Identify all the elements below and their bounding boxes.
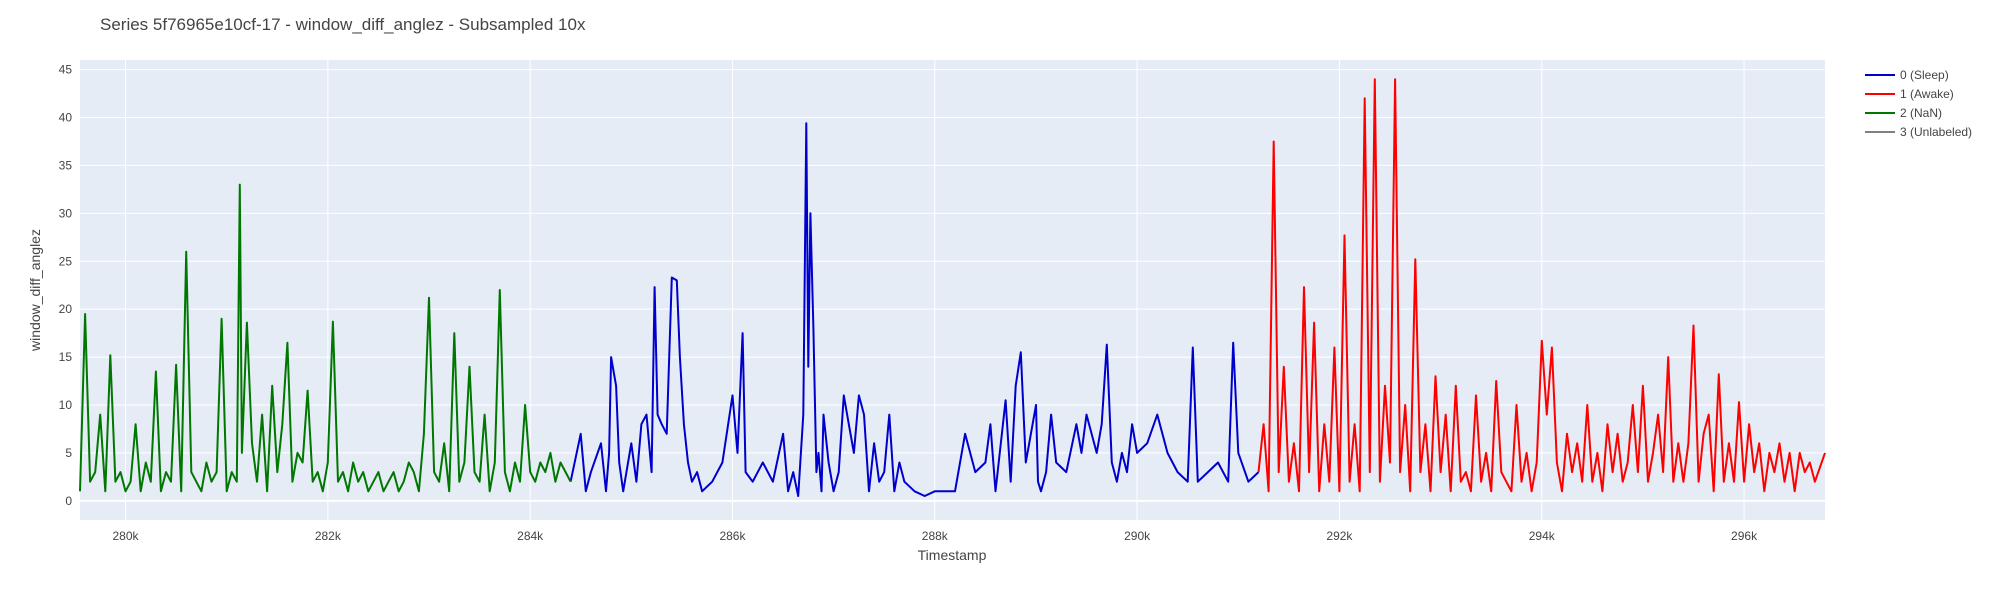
y-tick-label: 40 <box>59 111 73 125</box>
legend-item-0-sleep[interactable]: 0 (Sleep) <box>1865 68 1949 82</box>
plot-area[interactable] <box>80 60 1825 520</box>
series-line-0-sleep <box>569 122 1260 497</box>
legend-item-3-unlabeled[interactable]: 3 (Unlabeled) <box>1865 125 1972 139</box>
y-tick-label: 25 <box>59 254 73 268</box>
legend-item-1-awake[interactable]: 1 (Awake) <box>1865 87 1954 101</box>
y-tick-label: 20 <box>59 302 73 316</box>
series-lines <box>79 78 1826 497</box>
legend-item-2-nan[interactable]: 2 (NaN) <box>1865 106 1942 120</box>
x-tick-label: 284k <box>517 529 544 543</box>
y-tick-label: 10 <box>59 398 73 412</box>
series-line-2-nan <box>79 183 572 493</box>
x-tick-label: 280k <box>113 529 140 543</box>
legend: 0 (Sleep) 1 (Awake) 2 (NaN) 3 (Unlabeled) <box>1865 68 1972 139</box>
series-line-1-awake <box>1257 78 1826 493</box>
legend-label: 3 (Unlabeled) <box>1900 125 1972 139</box>
x-tick-label: 288k <box>922 529 949 543</box>
legend-label: 0 (Sleep) <box>1900 68 1949 82</box>
x-axis-title: Timestamp <box>918 547 987 563</box>
y-tick-label: 5 <box>65 446 72 460</box>
y-axis-ticks: 0 5 10 15 20 25 30 35 40 45 <box>59 63 73 508</box>
y-tick-label: 30 <box>59 206 73 220</box>
legend-label: 1 (Awake) <box>1900 87 1954 101</box>
y-tick-label: 45 <box>59 63 73 77</box>
x-tick-label: 290k <box>1124 529 1151 543</box>
x-tick-label: 296k <box>1731 529 1758 543</box>
x-tick-label: 294k <box>1529 529 1556 543</box>
y-axis-title: window_diff_anglez <box>27 229 43 352</box>
x-axis-ticks: 280k 282k 284k 286k 288k 290k 292k 294k 296k <box>113 529 1759 543</box>
x-tick-label: 292k <box>1326 529 1353 543</box>
y-tick-label: 35 <box>59 158 73 172</box>
y-tick-label: 0 <box>65 494 72 508</box>
legend-label: 2 (NaN) <box>1900 106 1942 120</box>
chart-title: Series 5f76965e10cf-17 - window_diff_ang… <box>100 15 586 34</box>
x-tick-label: 286k <box>719 529 746 543</box>
x-tick-label: 282k <box>315 529 342 543</box>
y-tick-label: 15 <box>59 350 73 364</box>
gridlines <box>80 60 1825 520</box>
